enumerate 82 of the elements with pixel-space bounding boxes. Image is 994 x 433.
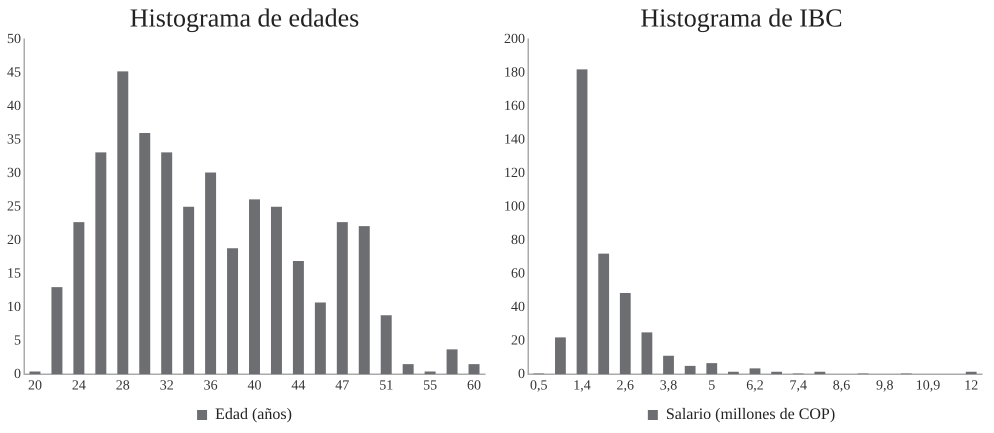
chart-title: Histograma de edades [130,3,360,32]
x-tick-label: 20 [28,378,42,394]
bar [139,133,150,374]
y-tick-label: 0 [518,366,525,382]
legend-label: Edad (años) [215,406,292,424]
y-tick-label: 200 [504,32,525,47]
bar [270,206,282,374]
x-tick-label: 9,8 [876,378,894,394]
x-tick-label: 1,4 [573,378,591,394]
bar [966,372,977,374]
y-tick-label: 50 [7,32,21,47]
bar [598,254,610,374]
y-tick-label: 120 [504,166,525,181]
y-tick-label: 35 [7,132,21,148]
y-tick-label: 20 [511,333,525,348]
y-tick-label: 25 [7,199,21,214]
y-tick-label: 10 [7,300,21,315]
bar [227,248,238,374]
y-tick-label: 15 [7,266,21,282]
x-tick-label: 5 [708,378,716,394]
x-tick-label: 0,5 [530,378,548,394]
x-tick-label: 6,2 [746,378,764,394]
y-tick-label: 140 [504,132,525,148]
x-tick-label: 40 [248,378,262,394]
bar [620,292,631,374]
y-tick-label: 100 [504,199,525,214]
bar [292,260,304,374]
x-tick-label: 36 [204,378,218,394]
y-tick-label: 160 [504,98,525,114]
bar [684,366,696,374]
y-tick-label: 45 [7,65,21,80]
x-tick-label: 60 [467,378,482,394]
bar [663,356,674,374]
y-tick-label: 180 [504,65,525,80]
bar [468,364,480,374]
bar [73,222,84,374]
bar [771,372,782,374]
y-tick-label: 30 [7,166,21,181]
bar [706,363,718,374]
bar [358,226,370,374]
bar [576,69,588,374]
x-tick-label: 28 [116,378,130,394]
bar [161,152,172,374]
bar [380,315,392,374]
y-tick-label: 20 [7,232,21,248]
y-tick-label: 40 [7,98,21,114]
x-tick-label: 44 [291,378,306,394]
bar [183,206,194,374]
bar [446,349,458,374]
bar [555,337,566,374]
bar [51,287,62,374]
bar [117,71,128,374]
x-tick-label: 24 [72,378,86,394]
x-tick-label: 12 [964,378,978,394]
bar [642,332,652,374]
x-tick-label: 32 [160,378,174,394]
bar [95,152,106,374]
bar [205,172,216,374]
bar [314,302,326,374]
x-tick-label: 10,9 [916,378,940,394]
x-tick-label: 47 [335,378,350,394]
y-tick-label: 80 [511,232,525,248]
x-tick-label: 51 [379,378,394,394]
bar [424,372,436,374]
x-tick-label: 3,8 [660,378,678,394]
bar [728,372,739,374]
bar [814,372,826,374]
legend-label: Salario (millones de COP) [666,406,836,424]
x-tick-label: 7,4 [789,378,807,394]
x-tick-label: 2,6 [616,378,634,394]
chart-title: Histograma de IBC [640,3,843,32]
x-tick-label: 55 [423,378,438,394]
y-tick-label: 5 [14,333,21,348]
bar [29,372,40,374]
y-tick-label: 0 [14,366,21,382]
bar [750,368,760,374]
bar [336,222,348,374]
bar [402,364,414,374]
x-tick-label: 8,6 [832,378,850,394]
bar [249,199,260,374]
y-tick-label: 60 [511,266,525,282]
y-tick-label: 40 [511,300,525,315]
